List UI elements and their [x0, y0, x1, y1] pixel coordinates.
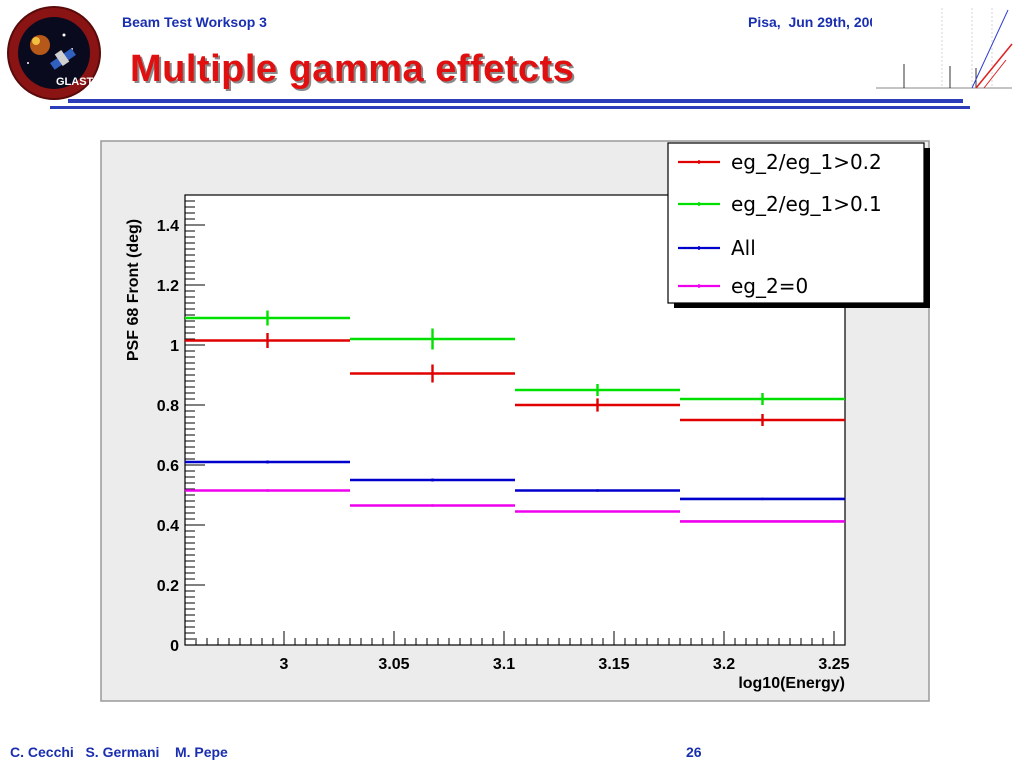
y-axis: 0 0.2 0.4 0.6 0.8 1 1.2 1.4	[157, 194, 205, 655]
legend-box	[667, 142, 925, 304]
y-tick-label: 1.4	[157, 218, 179, 235]
logo-text: GLAST	[56, 76, 94, 88]
y-tick-label: 0.8	[157, 398, 179, 415]
y-tick-label: 0.2	[157, 578, 179, 595]
header-left-text: Beam Test Worksop 3	[122, 14, 267, 30]
thumbnail-graphic	[872, 4, 1016, 92]
legend: eg_2/eg_1>0.2 eg_2/eg_1>0.1 All eg_2=0	[678, 150, 882, 298]
slide-title: Multiple gamma effetcts	[130, 48, 575, 90]
x-tick-label: 3	[280, 656, 289, 673]
legend-label: eg_2=0	[731, 274, 808, 298]
series-eg-2-0	[185, 489, 845, 523]
footer-authors: C. Cecchi S. Germani M. Pepe	[10, 744, 228, 760]
x-tick-label: 3.25	[818, 656, 849, 673]
x-tick-label: 3.05	[378, 656, 409, 673]
legend-label: All	[731, 236, 756, 260]
series-eg-2-eg-1-0-1	[185, 310, 845, 405]
y-tick-label: 1.2	[157, 278, 179, 295]
y-tick-label: 0.6	[157, 458, 179, 475]
series-eg-2-eg-1-0-2	[185, 333, 845, 426]
y-axis-label: PSF 68 Front (deg)	[125, 219, 142, 361]
x-axis-label: log10(Energy)	[738, 675, 845, 692]
glast-logo: GLAST	[7, 6, 101, 100]
header-right-text: Pisa, Jun 29th, 2006	[748, 14, 885, 30]
x-tick-label: 3.1	[493, 656, 515, 673]
psf-plot: 0 0.2 0.4 0.6 0.8 1 1.2 1.4 3 3.05 3.1 3.15 3.2 3.25…	[100, 140, 930, 702]
title-rule-bottom	[50, 106, 970, 109]
legend-label: eg_2/eg_1>0.1	[731, 192, 882, 216]
x-tick-label: 3.15	[598, 656, 629, 673]
x-tick-label: 3.2	[713, 656, 735, 673]
y-tick-label: 1	[170, 338, 179, 355]
y-tick-label: 0.4	[157, 518, 179, 535]
series-layer	[185, 310, 845, 523]
page-number: 26	[686, 744, 702, 760]
title-rule-top	[68, 99, 963, 103]
legend-label: eg_2/eg_1>0.2	[731, 150, 882, 174]
y-tick-label: 0	[170, 638, 179, 655]
x-axis: 3 3.05 3.1 3.15 3.2 3.25	[184, 631, 850, 673]
series-all	[185, 460, 845, 501]
